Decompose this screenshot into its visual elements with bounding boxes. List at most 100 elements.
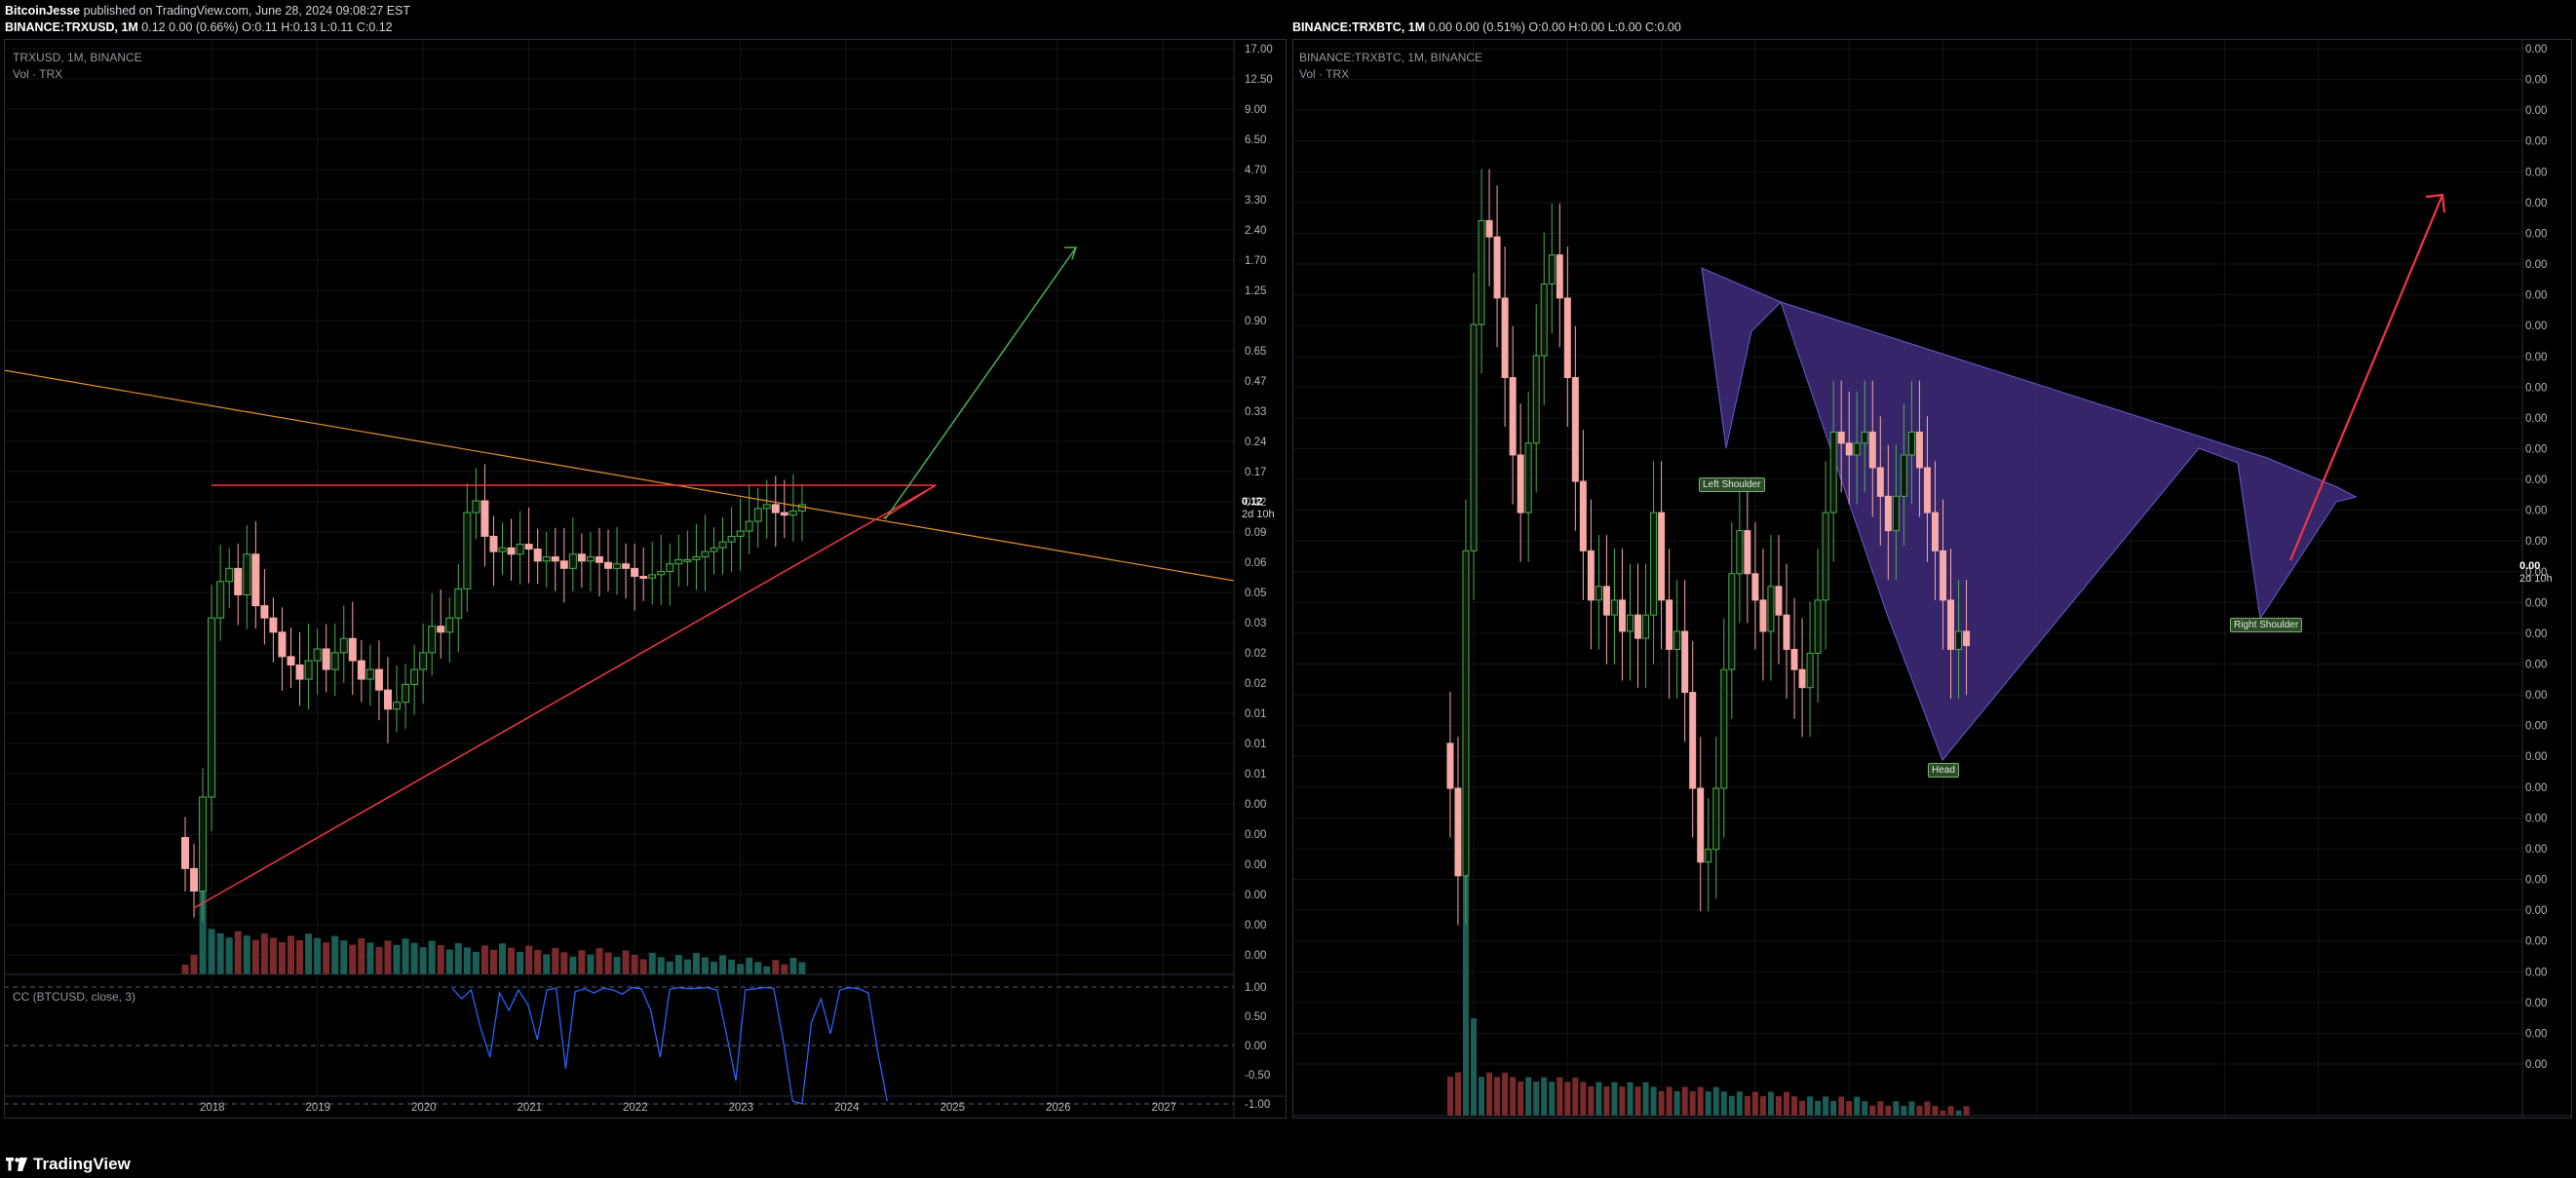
right-y-tick-label: 0.00 xyxy=(2525,167,2547,178)
right-symbol-info: BINANCE:TRXBTC, 1M 0.00 0.00 (0.51%) O:0… xyxy=(1292,20,1681,34)
right-candle-body xyxy=(1798,668,1806,689)
left-candle-body xyxy=(437,626,445,633)
left-candle-body xyxy=(243,553,251,596)
left-y-tick-label: 0.03 xyxy=(1245,618,1266,629)
left-chart-svg[interactable]: 17.00 12.50 9.00 6.50 4.70 3.30 2.40 1.70 1.25 0.… xyxy=(4,39,1287,1119)
left-candle-body xyxy=(551,556,559,562)
right-y-tick-label: 0.00 xyxy=(2525,259,2547,271)
right-candle-body xyxy=(1493,236,1501,299)
right-legend-vol[interactable]: Vol · TRX xyxy=(1299,67,1350,81)
head-label[interactable]: Head xyxy=(1928,763,1959,778)
right-candle-body xyxy=(1861,431,1868,444)
right-arrow-head xyxy=(2425,193,2446,213)
right-candle-body xyxy=(1751,573,1759,601)
left-candle-body xyxy=(657,571,666,576)
publisher-name[interactable]: BitcoinJesse xyxy=(5,4,81,18)
left-candle-body xyxy=(498,547,507,552)
tradingview-brand[interactable]: TradingView xyxy=(6,1155,131,1174)
right-y-tick-label: 0.00 xyxy=(2525,413,2547,425)
right-volume-bar xyxy=(1673,1090,1680,1116)
right-volume-bar xyxy=(1549,1082,1556,1116)
right-volume-bar xyxy=(1901,1105,1907,1116)
left-symbol-info: BINANCE:TRXUSD, 1M 0.12 0.00 (0.66%) O:0… xyxy=(5,20,393,34)
left-y-tick-label: 0.01 xyxy=(1245,769,1266,780)
left-candle-body xyxy=(718,541,727,549)
left-y-tick-label: 0.02 xyxy=(1245,648,1266,660)
right-volume-bar xyxy=(1689,1091,1696,1116)
right-shoulder-label[interactable]: Right Shoulder xyxy=(2230,618,2303,632)
left-legend-vol[interactable]: Vol · TRX xyxy=(13,67,63,81)
left-volume-bar xyxy=(366,942,374,974)
left-indicator-label[interactable]: CC (BTCUSD, close, 3) xyxy=(13,990,136,1004)
left-legend: TRXUSD, 1M, BINANCE Vol · TRX xyxy=(13,50,142,83)
left-candle-body xyxy=(216,581,225,619)
left-volume-bar xyxy=(445,949,453,974)
right-chart-panel[interactable]: 0.00 0.00 0.00 0.00 0.00 0.00 0.00 0.00 0.00 0.00… xyxy=(1292,39,2572,1119)
left-volume-bar xyxy=(234,931,242,974)
right-candle-body xyxy=(1478,219,1485,325)
right-legend-title[interactable]: BINANCE:TRXBTC, 1M, BINANCE xyxy=(1299,51,1483,64)
left-candle-body xyxy=(339,637,348,654)
right-volume-bar xyxy=(1784,1091,1789,1116)
left-y-tick-label: 9.00 xyxy=(1245,104,1266,116)
left-shoulder-label[interactable]: Left Shoulder xyxy=(1699,477,1765,492)
left-volume-bar xyxy=(323,942,330,974)
right-symbol[interactable]: BINANCE:TRXBTC, 1M xyxy=(1292,20,1426,34)
right-candle-body xyxy=(1517,454,1524,513)
left-chart-panel[interactable]: 17.00 12.50 9.00 6.50 4.70 3.30 2.40 1.70 1.25 0.… xyxy=(4,39,1287,1119)
right-candle-body xyxy=(1595,586,1602,601)
right-y-tick-label: 0.00 xyxy=(2525,443,2547,455)
left-candle-body xyxy=(683,558,692,562)
right-candle-body xyxy=(1548,254,1556,285)
left-y-tick-label: 0.65 xyxy=(1245,346,1266,358)
left-candle-body xyxy=(736,530,745,537)
left-x-tick-label: 2019 xyxy=(306,1102,331,1114)
left-volume-bar xyxy=(728,959,736,974)
left-indicator-tick-label: 1.00 xyxy=(1245,982,1266,994)
right-candle-body xyxy=(1642,614,1650,639)
left-indicator xyxy=(4,986,1234,1105)
left-volume-bar xyxy=(666,961,673,974)
right-price-axis: 0.00 0.00 0.00 0.00 0.00 0.00 0.00 0.00 0.00 0.00… xyxy=(1292,39,2572,1119)
left-volume-bars xyxy=(181,867,806,974)
left-volume-bar xyxy=(560,952,568,974)
right-volume-bar xyxy=(1603,1086,1610,1116)
right-y-tick-label: 0.00 xyxy=(2525,75,2547,87)
right-volume-bar xyxy=(1823,1096,1829,1116)
right-y-tick-label: 0.00 xyxy=(2525,875,2547,887)
right-candle-body xyxy=(1940,550,1946,601)
left-legend-title[interactable]: TRXUSD, 1M, BINANCE xyxy=(13,51,142,64)
right-candle-body xyxy=(1759,599,1767,632)
right-chart-svg[interactable]: 0.00 0.00 0.00 0.00 0.00 0.00 0.00 0.00 0.00 0.00… xyxy=(1292,39,2572,1119)
left-candle-body xyxy=(577,553,586,562)
left-volume-bar xyxy=(789,958,797,974)
left-indicator-tick-label: 0.50 xyxy=(1245,1011,1266,1023)
right-volume-bar xyxy=(1541,1077,1548,1116)
left-volume-bar xyxy=(772,960,780,974)
right-candle-body xyxy=(1845,442,1853,456)
left-candle-body xyxy=(225,567,234,583)
right-volume-bar xyxy=(1791,1096,1798,1116)
left-volume-bar xyxy=(225,937,233,974)
right-y-tick-label: 0.00 xyxy=(2525,228,2547,240)
left-volume-bar xyxy=(481,945,488,974)
right-candle-body xyxy=(1822,512,1829,601)
left-candle-body xyxy=(304,660,313,680)
right-y-tick-label: 0.00 xyxy=(2525,690,2547,702)
right-y-tick-label: 0.00 xyxy=(2525,660,2547,671)
right-candle-body xyxy=(1485,219,1493,238)
left-candle-body xyxy=(199,796,208,893)
left-volume-bar xyxy=(604,952,612,974)
right-y-tick-label: 0.00 xyxy=(2525,352,2547,363)
right-volume-bar xyxy=(1877,1101,1884,1116)
left-candle-body xyxy=(181,837,189,869)
left-y-tick-label: 0.12 xyxy=(1245,497,1266,509)
left-candle-body xyxy=(771,504,780,513)
left-symbol[interactable]: BINANCE:TRXUSD, 1M xyxy=(5,20,138,34)
right-y-tick-label: 0.00 xyxy=(2525,628,2547,640)
right-candle-body xyxy=(1563,297,1571,378)
left-candle-body xyxy=(666,563,674,573)
tradingview-logo-icon xyxy=(6,1158,27,1171)
right-candle-body xyxy=(1712,787,1720,851)
right-y-tick-label: 0.00 xyxy=(2525,967,2547,978)
